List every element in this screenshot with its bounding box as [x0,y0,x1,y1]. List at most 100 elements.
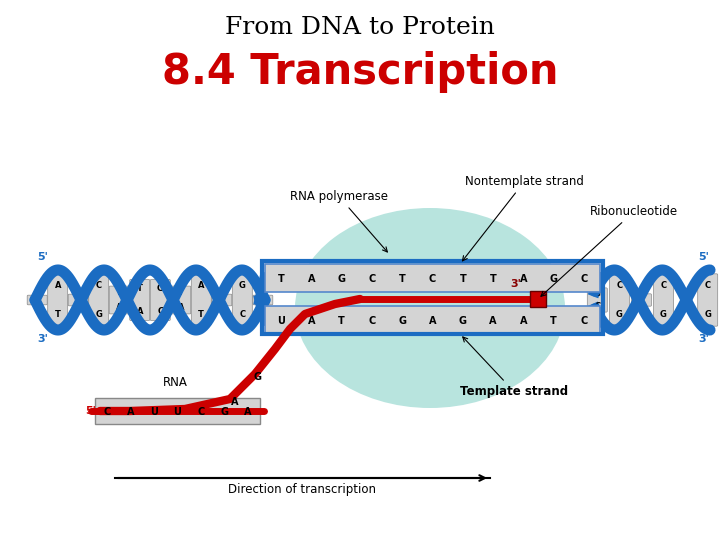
Text: C: C [429,274,436,284]
Text: A: A [178,303,184,312]
Text: 3': 3' [37,334,48,344]
Text: G: G [254,372,262,382]
FancyBboxPatch shape [530,291,546,307]
Text: 3': 3' [510,279,521,289]
FancyBboxPatch shape [95,398,260,424]
Text: A: A [116,303,122,312]
Text: C: C [104,407,111,417]
Text: T: T [639,293,644,301]
FancyBboxPatch shape [698,274,718,326]
FancyBboxPatch shape [588,288,607,312]
Text: T: T [459,274,466,284]
Text: C: C [580,316,588,326]
FancyBboxPatch shape [89,275,109,325]
Text: RNA: RNA [163,376,187,389]
FancyBboxPatch shape [171,286,191,314]
Text: G: G [549,274,558,284]
Text: T: T [338,316,345,326]
Text: C: C [616,281,622,291]
FancyBboxPatch shape [150,280,170,321]
Text: RNA polymerase: RNA polymerase [290,190,388,252]
Text: T: T [260,298,266,307]
Text: T: T [399,274,405,284]
Text: G: G [338,274,346,284]
Text: G: G [616,310,623,319]
Text: A: A [520,316,527,326]
Text: A: A [127,407,134,417]
Text: G: G [594,289,600,298]
FancyBboxPatch shape [265,264,600,292]
Text: A: A [259,293,266,302]
Text: 5': 5' [37,252,48,262]
FancyBboxPatch shape [233,273,252,327]
Text: C: C [34,298,40,307]
Text: A: A [638,299,644,308]
Text: T: T [278,274,284,284]
Text: T: T [490,274,497,284]
Text: T: T [178,288,184,297]
Text: G: G [218,293,225,302]
Text: Template strand: Template strand [460,337,568,398]
Text: A: A [244,407,252,417]
FancyBboxPatch shape [130,280,150,321]
Text: U: U [150,407,158,417]
Text: C: C [219,298,225,307]
FancyBboxPatch shape [609,275,629,325]
FancyBboxPatch shape [27,295,48,305]
Text: Nontemplate strand: Nontemplate strand [462,175,584,261]
Text: G: G [660,310,667,320]
FancyBboxPatch shape [631,294,652,306]
Text: C: C [594,302,600,311]
FancyBboxPatch shape [265,306,600,334]
Text: G: G [398,316,406,326]
Text: A: A [520,274,527,284]
Text: Direction of transcription: Direction of transcription [228,483,376,496]
Text: A: A [307,274,315,284]
Text: C: C [239,310,246,320]
FancyBboxPatch shape [654,274,673,326]
FancyBboxPatch shape [68,294,89,306]
Text: A: A [55,280,61,289]
Text: C: C [368,274,376,284]
Text: T: T [55,310,60,320]
Text: G: G [239,280,246,289]
Text: 5': 5' [85,406,96,416]
Text: C: C [96,281,102,291]
Text: G: G [704,310,711,319]
Text: A: A [75,298,81,307]
Text: U: U [174,407,181,417]
Text: T: T [117,288,122,297]
Ellipse shape [295,208,565,408]
FancyBboxPatch shape [109,286,129,314]
FancyBboxPatch shape [48,273,68,327]
Text: 8.4 Transcription: 8.4 Transcription [162,51,558,93]
Text: G: G [157,284,163,293]
Text: T: T [198,309,204,319]
Text: U: U [277,316,285,326]
Text: C: C [157,307,163,316]
Text: C: C [705,281,711,289]
Text: A: A [428,316,436,326]
Text: G: G [95,309,102,319]
Text: A: A [198,281,204,291]
Text: Ribonucleotide: Ribonucleotide [541,205,678,296]
FancyBboxPatch shape [212,294,232,306]
Text: A: A [307,316,315,326]
Text: G: G [459,316,467,326]
Text: A: A [137,307,143,316]
Text: T: T [137,284,143,293]
Text: C: C [197,407,204,417]
FancyBboxPatch shape [192,275,211,325]
Text: 5': 5' [698,252,709,262]
Text: G: G [34,293,40,302]
Text: G: G [220,407,228,417]
Text: T: T [550,316,557,326]
Text: 3': 3' [698,334,709,344]
Text: C: C [368,316,376,326]
Text: From DNA to Protein: From DNA to Protein [225,17,495,39]
Text: T: T [76,293,81,302]
Text: A: A [231,397,239,407]
Text: C: C [580,274,588,284]
FancyBboxPatch shape [253,295,273,305]
Text: C: C [660,281,667,289]
